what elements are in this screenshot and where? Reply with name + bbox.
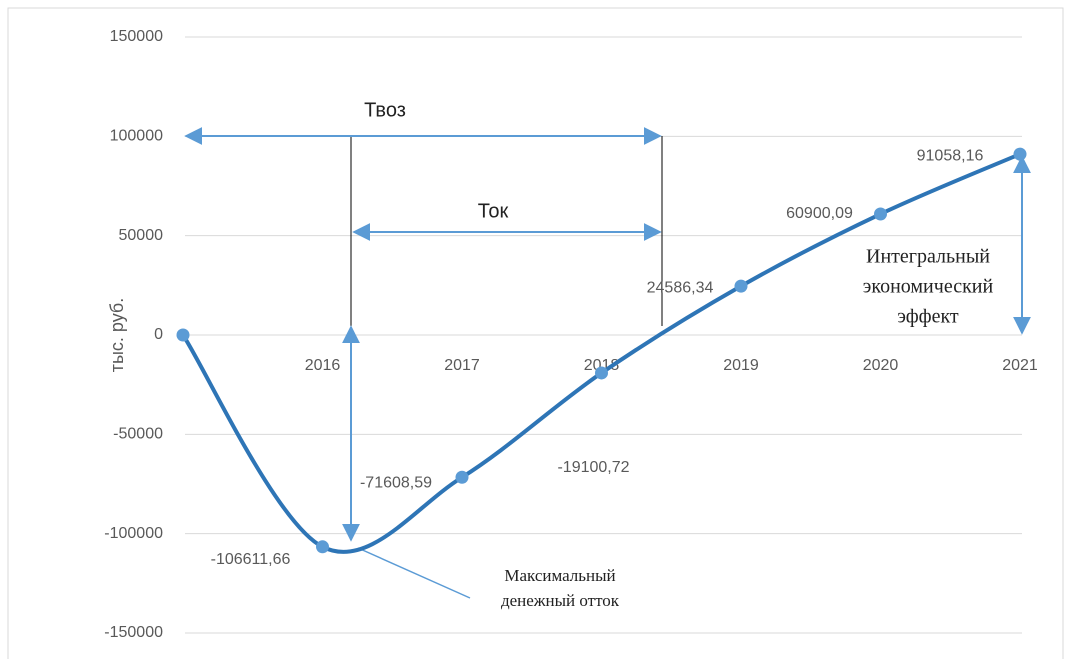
grid <box>185 36 1022 634</box>
data-point <box>176 328 190 342</box>
data-point <box>316 540 329 554</box>
integral-label: эффект <box>897 306 959 328</box>
y-tick-label: -150000 <box>104 624 163 641</box>
integral-label: Интегральный <box>866 246 990 268</box>
integral-label: экономический <box>863 276 994 298</box>
x-tick-label: 2021 <box>1002 357 1038 374</box>
y-tick-label: 100000 <box>110 128 163 145</box>
series-line <box>181 152 1021 554</box>
max-outflow-label: денежный отток <box>501 591 620 610</box>
t-voz-label: Твоз <box>364 99 406 121</box>
data-point <box>734 279 748 293</box>
x-tick-label: 2018 <box>584 357 620 374</box>
data-label: -106611,66 <box>211 551 291 568</box>
pointer-line <box>357 547 471 599</box>
x-tick-label: 2019 <box>723 357 759 374</box>
max-outflow-label: Максимальный <box>504 566 615 585</box>
data-label: -71608,59 <box>360 474 432 491</box>
data-label: 91058,16 <box>917 147 984 164</box>
data-point <box>874 207 887 221</box>
data-point <box>595 366 608 380</box>
chart-border <box>7 7 1064 659</box>
y-tick-label: 50000 <box>119 227 164 244</box>
data-point <box>455 470 469 484</box>
data-point <box>1013 147 1027 161</box>
t-ok-label: Ток <box>478 200 509 222</box>
x-tick-label: 2020 <box>863 357 899 374</box>
y-tick-label: 150000 <box>110 28 163 45</box>
data-label: 24586,34 <box>647 279 714 296</box>
y-axis-label: тыс. руб. <box>107 298 127 373</box>
data-label: 60900,09 <box>786 205 853 222</box>
annotation-lines <box>184 127 1031 599</box>
x-tick-label: 2017 <box>444 357 480 374</box>
y-tick-label: -50000 <box>113 426 163 443</box>
y-tick-label: -100000 <box>104 525 163 542</box>
y-tick-label: 0 <box>154 326 163 343</box>
data-label: -19100,72 <box>557 459 629 476</box>
x-tick-label: 2016 <box>305 357 341 374</box>
